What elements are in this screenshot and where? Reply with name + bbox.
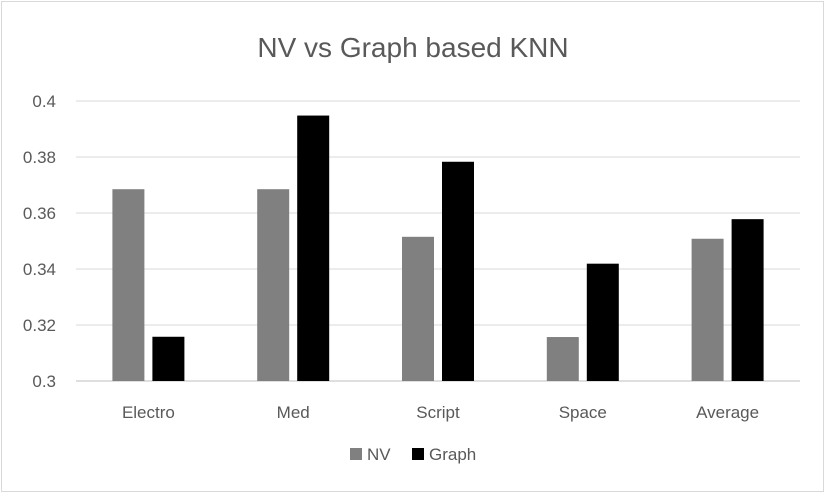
x-axis-tick-labels: Electro Med Script Space Average — [122, 403, 759, 422]
legend-swatch-nv — [350, 448, 362, 460]
bar-nv-average — [691, 238, 724, 381]
x-tick-label: Average — [696, 403, 759, 422]
y-tick-label: 0.34 — [23, 260, 56, 279]
gridlines — [76, 100, 800, 382]
y-tick-label: 0.32 — [23, 316, 56, 335]
x-tick-label: Space — [559, 403, 607, 422]
y-tick-label: 0.38 — [23, 148, 56, 167]
x-tick-label: Med — [277, 403, 310, 422]
x-tick-label: Electro — [122, 403, 175, 422]
bar-graph-space — [586, 263, 619, 381]
x-tick-label: Script — [416, 403, 460, 422]
bar-graph-electro — [152, 336, 185, 381]
bar-graph-script — [442, 161, 474, 381]
legend: NV Graph — [350, 445, 476, 464]
legend-label-nv: NV — [367, 445, 391, 464]
bar-graph-average — [731, 219, 764, 381]
chart-title: NV vs Graph based KNN — [257, 32, 568, 63]
y-tick-label: 0.36 — [23, 204, 56, 223]
bar-nv-script — [402, 236, 434, 381]
y-axis-tick-labels: 0.3 0.32 0.34 0.36 0.38 0.4 — [23, 92, 56, 391]
bars — [112, 115, 764, 381]
bar-nv-med — [257, 189, 290, 381]
bar-graph-med — [297, 115, 330, 381]
y-tick-label: 0.4 — [32, 92, 56, 111]
y-tick-label: 0.3 — [32, 372, 56, 391]
bar-nv-space — [546, 337, 579, 381]
bar-nv-electro — [112, 189, 145, 381]
legend-label-graph: Graph — [429, 445, 476, 464]
legend-swatch-graph — [412, 448, 424, 460]
